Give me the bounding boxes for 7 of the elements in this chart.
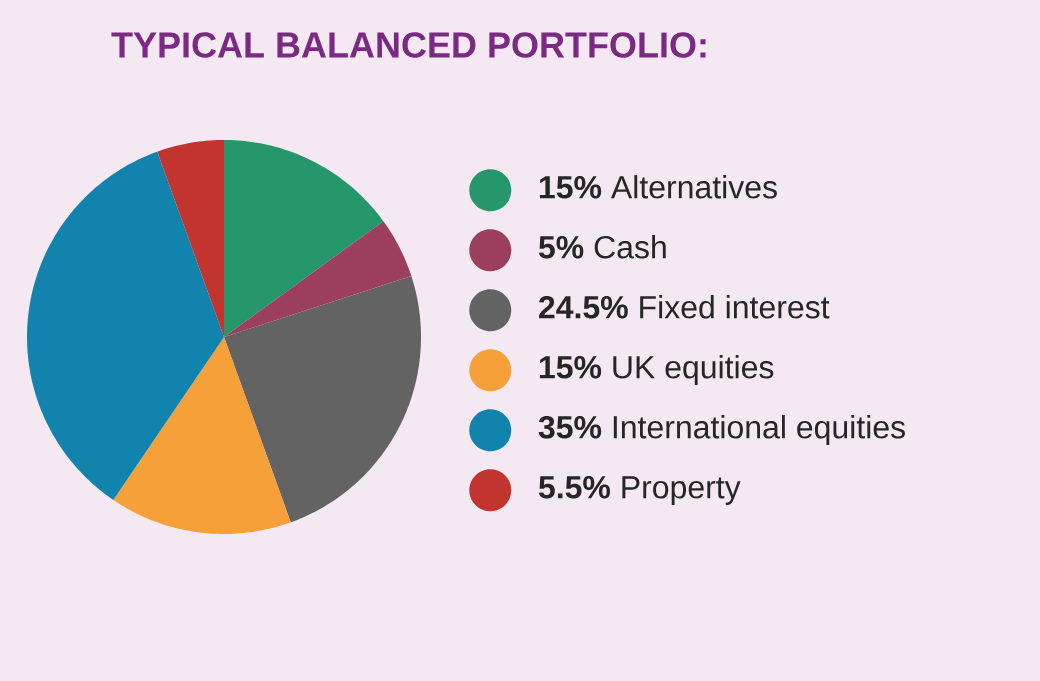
legend-label: 35% International equities [538, 415, 905, 445]
legend-label: 15% UK equities [539, 355, 774, 385]
legend-label: 15% Alternatives [539, 175, 777, 199]
legend-label: 24.5% Fixed interest [539, 295, 830, 319]
legend-label: 5% Cash [538, 235, 666, 259]
legend-label: 5.5% Property [538, 475, 741, 505]
chart-title: TYPICAL BALANCED PORTFOLIO: [111, 32, 706, 58]
